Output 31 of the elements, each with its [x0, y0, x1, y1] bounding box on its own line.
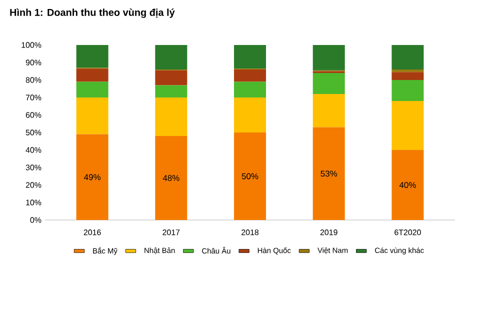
bar — [155, 85, 188, 98]
bar — [312, 127, 345, 220]
bar — [155, 98, 188, 136]
data-label: 40% — [399, 182, 416, 188]
bar — [234, 44, 266, 69]
bar — [155, 70, 188, 86]
bar — [392, 70, 424, 72]
data-label: 49% — [84, 174, 100, 180]
bar — [76, 134, 108, 220]
data-label: 50% — [242, 173, 258, 180]
bar — [76, 98, 108, 134]
bar — [155, 44, 188, 70]
bar — [234, 82, 266, 98]
bar — [392, 44, 424, 70]
bar — [312, 73, 345, 94]
bar — [234, 70, 266, 82]
bar — [312, 44, 345, 70]
bar — [76, 82, 108, 98]
data-label: 53% — [320, 170, 338, 177]
bar — [155, 136, 188, 220]
chart-title: Hình 1: Doanh thu theo vùng địa lý — [10, 8, 175, 18]
bar — [234, 98, 266, 132]
bar — [76, 44, 108, 68]
bar — [392, 72, 424, 80]
data-label: 48% — [162, 175, 180, 181]
bar — [234, 132, 266, 220]
bar — [392, 150, 424, 220]
bar — [392, 101, 424, 150]
bar — [312, 94, 345, 128]
bar — [76, 68, 108, 82]
bar — [392, 80, 424, 101]
